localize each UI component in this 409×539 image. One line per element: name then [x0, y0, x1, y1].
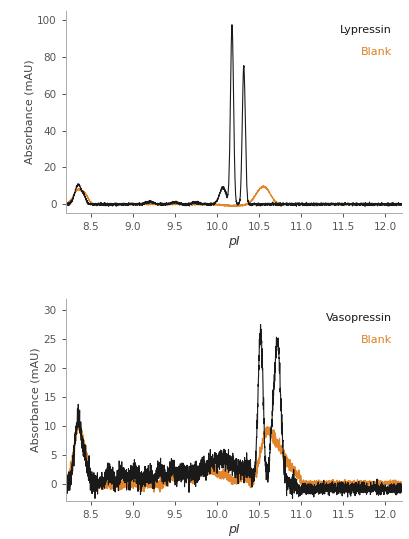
Y-axis label: Absorbance (mAU): Absorbance (mAU) [24, 60, 34, 164]
Text: Blank: Blank [360, 335, 391, 345]
Text: Lypressin: Lypressin [339, 25, 391, 35]
Y-axis label: Absorbance (mAU): Absorbance (mAU) [30, 348, 40, 452]
Text: Blank: Blank [360, 47, 391, 57]
Text: Vasopressin: Vasopressin [325, 313, 391, 323]
X-axis label: pI: pI [227, 523, 239, 536]
X-axis label: pI: pI [227, 235, 239, 248]
